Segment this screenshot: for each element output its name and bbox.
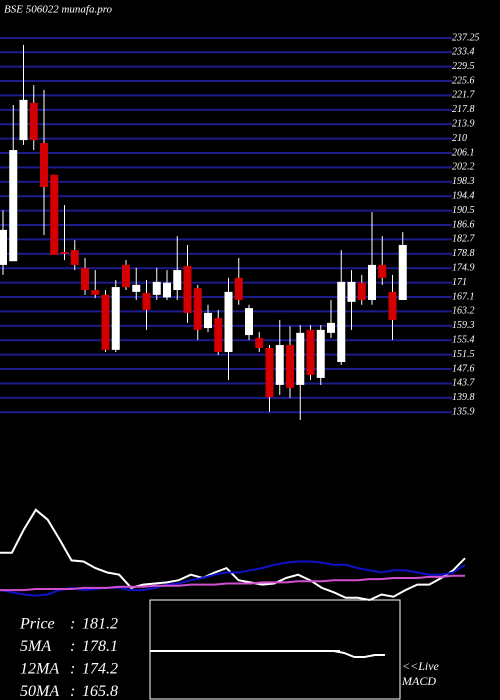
candle-body	[70, 250, 79, 265]
stat-label: 50MA	[20, 683, 59, 700]
candle-body	[296, 332, 305, 385]
y-tick-label: 225.6	[452, 75, 475, 86]
chart-title: BSE 506022 munafa.pro	[4, 4, 113, 16]
candle-body	[173, 270, 182, 291]
candle-body	[306, 329, 315, 375]
y-tick-label: 178.8	[452, 248, 475, 259]
candle-body	[275, 345, 284, 385]
stat-separator: :	[70, 661, 75, 678]
y-tick-label: 163.2	[452, 306, 475, 317]
macd-box	[149, 599, 401, 700]
y-tick-label: 233.4	[452, 47, 475, 58]
indicator-line	[150, 650, 385, 658]
candle-body	[19, 99, 28, 141]
candle-body	[255, 338, 264, 348]
y-tick-label: 151.5	[452, 349, 475, 360]
candle-body	[101, 294, 110, 350]
stat-label: 12MA	[20, 661, 59, 678]
y-tick-label: 182.7	[452, 234, 476, 245]
stat-label: Price	[19, 616, 55, 633]
y-tick-label: 139.8	[452, 392, 475, 403]
y-tick-label: 171	[452, 277, 467, 288]
y-tick-label: 237.25	[452, 32, 480, 43]
candle-body	[163, 282, 171, 298]
candle-body	[265, 347, 274, 398]
candle-body	[29, 102, 38, 141]
y-tick-label: 167.1	[452, 291, 475, 302]
candle-body	[9, 150, 18, 262]
y-tick-label: 147.6	[452, 363, 475, 374]
candle-body	[40, 143, 48, 187]
y-tick-label: 186.6	[452, 219, 475, 230]
candle-body	[60, 251, 69, 254]
candle-body	[204, 312, 212, 329]
y-tick-label: 155.4	[452, 335, 475, 346]
candle-body	[50, 174, 59, 255]
y-tick-label: 221.7	[452, 90, 476, 101]
candle-body	[122, 264, 130, 288]
y-tick-label: 202.2	[452, 162, 475, 173]
macd-label: MACD	[401, 674, 436, 688]
candle-body	[142, 292, 151, 310]
stat-label: 5MA	[20, 638, 51, 655]
candle-body	[327, 322, 335, 333]
indicator-line	[0, 574, 465, 592]
candle-body	[347, 281, 356, 302]
y-tick-label: 217.8	[452, 104, 475, 115]
y-tick-label: 229.5	[452, 61, 475, 72]
candle-body	[388, 291, 397, 320]
candle-body	[368, 264, 376, 300]
candle-body	[111, 287, 120, 350]
candle-body	[316, 329, 325, 378]
y-tick-label: 190.5	[452, 205, 475, 216]
stat-separator: :	[70, 616, 75, 633]
candle-body	[193, 288, 202, 330]
candle-body	[132, 284, 141, 292]
macd-live-label: <<Live	[402, 659, 440, 673]
y-tick-label: 159.3	[452, 320, 475, 331]
y-tick-label: 213.9	[452, 119, 475, 130]
y-tick-label: 198.3	[452, 176, 475, 187]
stat-separator: :	[70, 638, 75, 655]
candle-body	[234, 277, 243, 300]
candle-body	[337, 281, 346, 363]
candle-body	[357, 282, 366, 300]
candle-body	[183, 266, 192, 313]
indicator-line	[0, 508, 466, 602]
y-tick-label: 135.9	[452, 407, 475, 418]
candle-body	[245, 308, 253, 336]
candle-body	[286, 345, 294, 388]
candle-body	[91, 290, 100, 295]
stat-value: 174.2	[82, 661, 118, 678]
candle-body	[224, 291, 233, 353]
candle-body	[378, 264, 387, 278]
y-tick-label: 206.1	[452, 147, 475, 158]
stat-separator: :	[70, 683, 75, 700]
y-tick-label: 210	[452, 133, 467, 144]
candle-body	[0, 229, 7, 265]
candle-body	[214, 318, 223, 353]
stat-value: 181.2	[82, 616, 118, 633]
candle-body	[398, 244, 407, 300]
y-tick-label: 194.4	[452, 191, 475, 202]
stat-value: 178.1	[82, 638, 118, 655]
stat-value: 165.8	[82, 683, 118, 700]
candle-body	[81, 267, 89, 291]
y-tick-label: 143.7	[452, 378, 476, 389]
y-tick-label: 174.9	[452, 263, 475, 274]
candle-body	[152, 281, 161, 295]
